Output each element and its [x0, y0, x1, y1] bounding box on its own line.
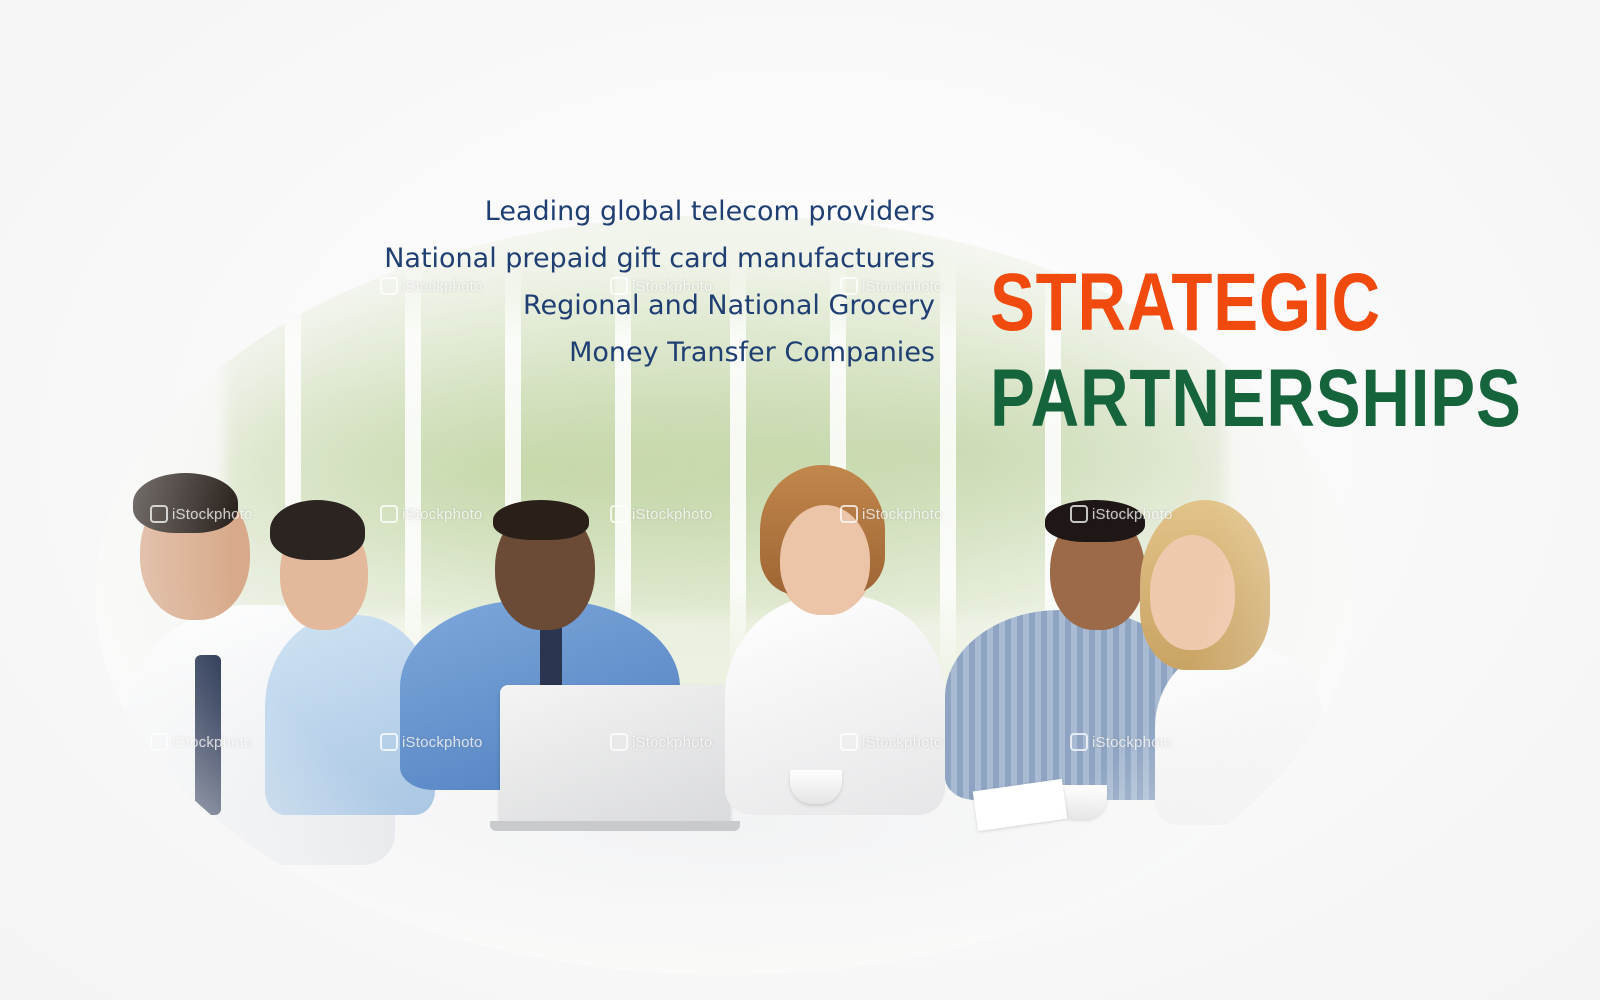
vignette-fade	[95, 215, 1355, 975]
partners-list-item: Regional and National Grocery	[522, 290, 935, 321]
headline: STRATEGIC PARTNERSHIPS	[990, 262, 1600, 440]
partners-list-item: Leading global telecom providers	[484, 196, 935, 227]
business-meeting-photo: iStockphoto iStockphoto iStockphoto iSto…	[95, 215, 1355, 975]
partners-list-item: National prepaid gift card manufacturers	[384, 243, 935, 274]
partners-list: Leading global telecom providers Nationa…	[384, 188, 935, 376]
partners-list-item: Money Transfer Companies	[569, 337, 935, 368]
headline-line-partnerships: PARTNERSHIPS	[990, 353, 1522, 444]
headline-line-strategic: STRATEGIC	[990, 257, 1381, 348]
